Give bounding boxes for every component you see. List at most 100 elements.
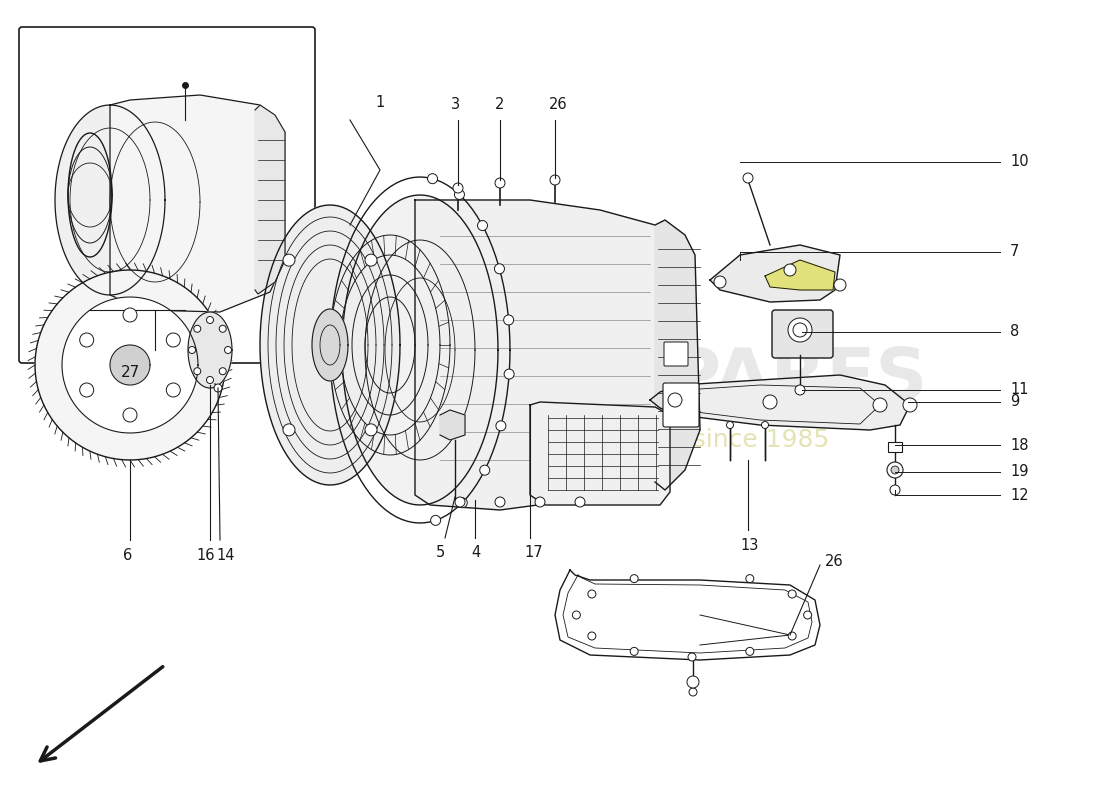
Text: EUROSPARES: EUROSPARES <box>392 346 928 414</box>
Polygon shape <box>35 270 226 460</box>
Text: 18: 18 <box>1010 438 1028 453</box>
Circle shape <box>504 369 514 379</box>
Circle shape <box>496 421 506 431</box>
Circle shape <box>587 632 596 640</box>
Circle shape <box>166 383 180 397</box>
Circle shape <box>873 398 887 412</box>
Polygon shape <box>62 297 198 433</box>
Circle shape <box>550 175 560 185</box>
Polygon shape <box>342 195 498 505</box>
Circle shape <box>688 653 696 661</box>
Polygon shape <box>260 205 400 485</box>
Text: 27: 27 <box>120 365 140 380</box>
Circle shape <box>761 422 769 429</box>
Text: 12: 12 <box>1010 487 1028 502</box>
Polygon shape <box>764 260 835 290</box>
Circle shape <box>788 590 796 598</box>
Circle shape <box>890 485 900 495</box>
Circle shape <box>480 465 490 475</box>
Text: 13: 13 <box>740 538 759 553</box>
Polygon shape <box>255 105 285 294</box>
Circle shape <box>207 317 213 323</box>
Circle shape <box>903 398 917 412</box>
Circle shape <box>575 497 585 507</box>
Circle shape <box>804 611 812 619</box>
Text: 26: 26 <box>825 554 844 570</box>
Text: 26: 26 <box>549 97 568 112</box>
Polygon shape <box>188 312 232 388</box>
Circle shape <box>668 393 682 407</box>
Polygon shape <box>654 220 700 490</box>
Circle shape <box>630 647 638 655</box>
Circle shape <box>746 574 754 582</box>
Polygon shape <box>110 345 150 385</box>
Circle shape <box>365 424 377 436</box>
Polygon shape <box>312 309 348 381</box>
Circle shape <box>714 276 726 288</box>
Polygon shape <box>110 95 285 312</box>
Text: 10: 10 <box>1010 154 1028 170</box>
Circle shape <box>188 346 196 354</box>
Text: 6: 6 <box>123 548 133 563</box>
Text: 14: 14 <box>217 548 235 563</box>
Text: 9: 9 <box>1010 394 1020 410</box>
Text: 19: 19 <box>1010 465 1028 479</box>
Circle shape <box>214 384 222 392</box>
Circle shape <box>455 497 465 507</box>
Text: 4: 4 <box>472 545 481 560</box>
Text: 16: 16 <box>197 548 216 563</box>
Circle shape <box>79 333 94 347</box>
Circle shape <box>453 183 463 193</box>
Text: 1: 1 <box>375 95 385 110</box>
Circle shape <box>123 308 138 322</box>
Circle shape <box>784 264 796 276</box>
Circle shape <box>795 385 805 395</box>
Circle shape <box>430 515 441 526</box>
Polygon shape <box>415 200 680 510</box>
Text: 11: 11 <box>1010 382 1028 398</box>
Circle shape <box>219 326 227 332</box>
Polygon shape <box>55 105 165 295</box>
Text: 7: 7 <box>1010 245 1020 259</box>
Circle shape <box>887 462 903 478</box>
Circle shape <box>194 368 201 374</box>
Circle shape <box>726 422 734 429</box>
Circle shape <box>746 647 754 655</box>
Circle shape <box>504 315 514 325</box>
Circle shape <box>79 383 94 397</box>
FancyBboxPatch shape <box>772 310 833 358</box>
Circle shape <box>495 178 505 188</box>
Text: 5: 5 <box>436 545 444 560</box>
Circle shape <box>365 254 377 266</box>
Polygon shape <box>650 375 910 430</box>
Circle shape <box>495 497 505 507</box>
Circle shape <box>283 424 295 436</box>
Circle shape <box>428 174 438 184</box>
Polygon shape <box>530 402 670 505</box>
Circle shape <box>793 323 807 337</box>
Circle shape <box>834 279 846 291</box>
Circle shape <box>495 264 505 274</box>
Circle shape <box>689 688 697 696</box>
FancyBboxPatch shape <box>663 383 698 427</box>
Polygon shape <box>440 410 465 440</box>
Circle shape <box>891 466 899 474</box>
Circle shape <box>283 254 295 266</box>
Text: 8: 8 <box>1010 325 1020 339</box>
Circle shape <box>207 377 213 383</box>
Text: 2: 2 <box>495 97 505 112</box>
FancyBboxPatch shape <box>664 342 688 366</box>
Circle shape <box>587 590 596 598</box>
Circle shape <box>194 326 201 332</box>
Circle shape <box>123 408 138 422</box>
Text: a passion for parts since 1985: a passion for parts since 1985 <box>451 428 829 452</box>
Circle shape <box>219 368 227 374</box>
Circle shape <box>742 173 754 183</box>
FancyBboxPatch shape <box>888 442 902 452</box>
Circle shape <box>477 221 487 230</box>
Text: 3: 3 <box>450 97 460 112</box>
Circle shape <box>763 395 777 409</box>
Circle shape <box>688 676 698 688</box>
FancyBboxPatch shape <box>19 27 315 363</box>
Circle shape <box>454 190 464 199</box>
